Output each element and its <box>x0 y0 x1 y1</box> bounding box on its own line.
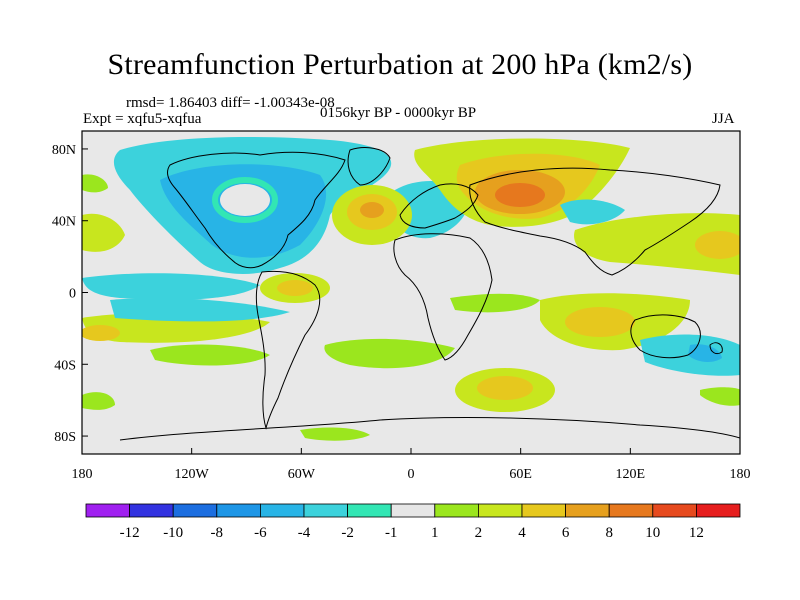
colorbar-label: -12 <box>120 525 140 541</box>
colorbar-swatch <box>85 503 130 518</box>
coastlines <box>119 147 740 441</box>
colorbar-label: 12 <box>689 525 704 541</box>
lon-tick-label: 120E <box>616 467 646 482</box>
lat-tick-label: 0 <box>69 287 76 302</box>
lon-tick-label: 60W <box>288 467 316 482</box>
lon-tick-label: 60E <box>509 467 532 482</box>
colorbar-label: 10 <box>645 525 660 541</box>
coast-antarctica <box>119 417 740 441</box>
coast-greenland <box>347 147 391 186</box>
colorbar-label: -8 <box>211 525 224 541</box>
colorbar-label: 1 <box>431 525 439 541</box>
colorbar-label: -6 <box>254 525 267 541</box>
colorbar-label: -10 <box>163 525 183 541</box>
colorbar-label: 2 <box>475 525 483 541</box>
colorbar-swatch <box>347 503 392 518</box>
colorbar-label: 6 <box>562 525 570 541</box>
colorbar-label: 8 <box>605 525 613 541</box>
colorbar-swatch <box>390 503 436 518</box>
contour-negative-tropical-pacific <box>82 273 260 300</box>
colorbar-label: -4 <box>298 525 311 541</box>
colorbar-swatch <box>172 503 218 518</box>
colorbar-swatch <box>129 503 174 518</box>
lat-axis: 80N 40N 0 40S 80S <box>52 143 88 445</box>
lat-tick-label: 40S <box>54 358 76 373</box>
colorbar-swatch <box>696 503 741 518</box>
coast-europe <box>399 183 479 229</box>
colorbar-swatch <box>521 503 566 518</box>
experiment-label: Expt = xqfu5-xqfua <box>83 111 202 127</box>
period-label: 0156kyr BP - 0000kyr BP <box>320 105 477 121</box>
colorbar-swatch <box>216 503 261 518</box>
colorbar: -12 -10 -8 -6 -4 -2 -1 1 2 4 6 8 10 12 <box>85 503 741 541</box>
contour-negative-low <box>220 184 270 216</box>
colorbar-label: -1 <box>385 525 398 541</box>
stats-text: rmsd= 1.86403 diff= -1.00343e-08 <box>126 95 335 111</box>
colorbar-swatch <box>259 503 305 518</box>
lat-tick-label: 80S <box>54 430 76 445</box>
coast-africa <box>393 233 493 361</box>
page-title: Streamfunction Perturbation at 200 hPa (… <box>107 48 693 81</box>
colorbar-swatch <box>652 503 697 518</box>
colorbar-swatch <box>303 503 348 518</box>
contour-field <box>82 137 740 441</box>
contour-negative-asia <box>560 199 625 225</box>
colorbar-swatch <box>608 503 654 518</box>
colorbar-swatch <box>565 503 610 518</box>
coast-australia <box>630 314 701 359</box>
lon-axis: 180 120W 60W 0 60E 120E 180 <box>72 448 751 482</box>
coast-asia <box>469 167 721 276</box>
season-label: JJA <box>712 111 735 127</box>
coast-south-america <box>255 270 321 430</box>
colorbar-swatch <box>434 503 479 518</box>
lon-tick-label: 120W <box>175 467 210 482</box>
lon-tick-label: 180 <box>72 467 93 482</box>
contour-positive-west-pacific <box>82 213 125 252</box>
lon-tick-label: 0 <box>408 467 415 482</box>
contour-positive-asia <box>574 213 740 275</box>
colorbar-swatch <box>477 503 523 518</box>
coast-north-america <box>167 151 346 269</box>
lat-tick-label: 80N <box>52 143 76 158</box>
colorbar-label: 4 <box>518 525 526 541</box>
colorbar-label: -2 <box>341 525 354 541</box>
lon-tick-label: 180 <box>730 467 751 482</box>
lat-tick-label: 40N <box>52 215 76 230</box>
